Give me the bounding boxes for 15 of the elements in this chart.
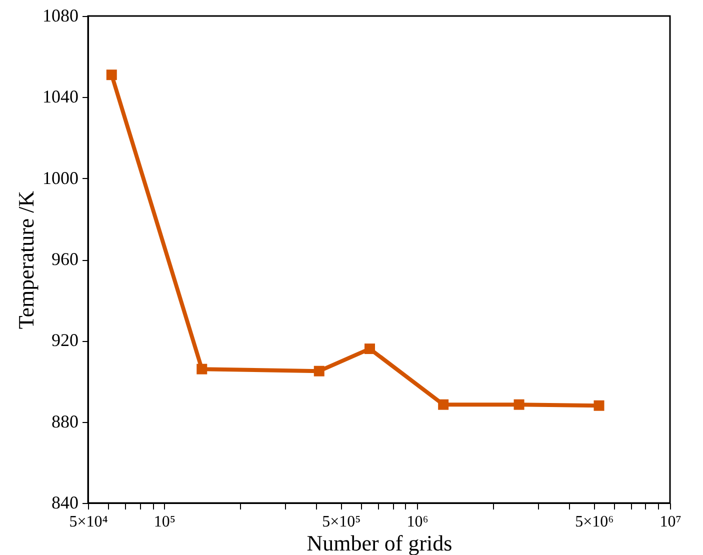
y-tick-label: 880 [52, 411, 78, 432]
y-tick-label: 960 [52, 249, 78, 269]
x-tick-label: 5×10⁵ [322, 514, 361, 530]
y-tick-label: 1000 [42, 168, 78, 188]
x-tick-label: 10⁷ [660, 514, 682, 530]
x-tick-label: 5×10⁶ [575, 514, 614, 530]
y-tick-label: 840 [52, 492, 78, 512]
y-tick-label: 920 [52, 330, 78, 350]
x-axis-title: Number of grids [306, 530, 452, 555]
y-axis-title: Temperature /K [14, 190, 38, 330]
y-tick-label: 1080 [42, 6, 78, 26]
y-tick-label: 1040 [42, 86, 78, 107]
x-tick-label: 10⁵ [154, 514, 176, 530]
x-tick-label: 10⁶ [406, 514, 428, 530]
x-tick-label: 5×10⁴ [69, 514, 108, 530]
